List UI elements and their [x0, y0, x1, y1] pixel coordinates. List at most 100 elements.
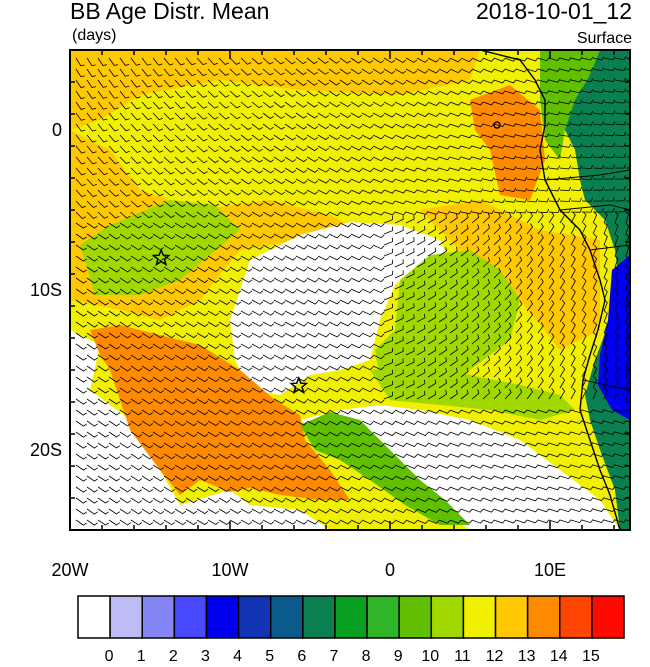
wind-barb [86, 189, 98, 198]
wind-barb [185, 222, 198, 229]
wind-barb [361, 310, 374, 316]
wind-barb [416, 409, 429, 414]
wind-barb [119, 156, 131, 164]
wind-barb [339, 387, 352, 393]
wind-barb [460, 323, 469, 334]
wind-barb [328, 431, 341, 437]
wind-barb [383, 369, 393, 378]
wind-barb [537, 431, 550, 436]
wind-barb [504, 245, 512, 257]
wind-barb [75, 233, 87, 240]
wind-barb [592, 409, 605, 413]
wind-barb [108, 178, 120, 186]
wind-barb [284, 156, 297, 163]
wind-barb [141, 519, 154, 526]
wind-barb [438, 210, 451, 215]
wind-barb [284, 79, 296, 87]
wind-barb [218, 475, 231, 481]
wind-barb [130, 123, 141, 132]
wind-barb [526, 377, 533, 389]
wind-barb [262, 332, 275, 338]
wind-barb [416, 236, 426, 246]
wind-barb [460, 290, 469, 301]
wind-barb [229, 255, 242, 261]
wind-barb [449, 464, 462, 469]
wind-barb [493, 245, 501, 257]
wind-barb [339, 222, 352, 228]
wind-barb [361, 497, 374, 503]
wind-barb [526, 154, 539, 160]
wind-barb [229, 486, 242, 492]
wind-barb [537, 234, 544, 246]
wind-barb [438, 79, 451, 85]
wind-barb [394, 420, 407, 426]
wind-barb [548, 57, 561, 62]
wind-barb [218, 277, 231, 283]
wind-barb [405, 57, 418, 63]
wind-barb [581, 277, 587, 290]
wind-barb [262, 497, 275, 503]
wind-barb [218, 244, 231, 250]
wind-barb [229, 442, 242, 448]
colorbar-label: 12 [485, 648, 504, 665]
wind-barb [141, 310, 154, 317]
wind-barb [625, 211, 630, 224]
wind-barb [284, 101, 296, 108]
wind-barb [449, 134, 462, 139]
colorbar-label: 0 [104, 648, 114, 665]
wind-barb [240, 442, 253, 448]
wind-barb [207, 508, 220, 514]
wind-barb [273, 178, 286, 185]
wind-barb [229, 123, 241, 131]
wind-barb [394, 508, 407, 514]
wind-barb [515, 486, 528, 491]
wind-barb [548, 288, 555, 301]
wind-barb [350, 101, 363, 108]
wind-barb [163, 310, 176, 317]
wind-barb [262, 387, 275, 393]
wind-barb [625, 365, 630, 378]
wind-barb [405, 347, 415, 356]
wind-barb [86, 475, 98, 482]
wind-barb [207, 288, 220, 294]
wind-barb [284, 123, 296, 130]
wind-barb [471, 345, 480, 356]
wind-barb [317, 354, 330, 360]
wind-barb [174, 255, 187, 262]
wind-barb [603, 365, 608, 378]
wind-barb [97, 497, 109, 504]
wind-barb [405, 90, 418, 96]
wind-barb [482, 442, 495, 447]
wind-barb [273, 354, 286, 360]
wind-barb [548, 266, 555, 279]
wind-barb [97, 266, 109, 273]
wind-barb [438, 145, 451, 150]
wind-barb [438, 453, 451, 458]
wind-barb [504, 442, 517, 447]
wind-barb [218, 310, 231, 316]
wind-barb [229, 200, 242, 207]
wind-barb [141, 486, 154, 493]
wind-barb [207, 79, 219, 87]
colorbar-swatch [494, 595, 529, 639]
wind-barb [394, 101, 407, 107]
star-marker-1 [151, 247, 171, 267]
wind-barb [570, 175, 583, 181]
wind-barb [449, 312, 458, 323]
wind-barb [405, 112, 418, 118]
wind-barb [306, 376, 319, 382]
wind-barb [394, 325, 404, 334]
wind-barb [196, 508, 209, 515]
wind-barb [97, 145, 108, 154]
wind-barb [152, 266, 165, 273]
wind-barb [559, 332, 566, 345]
wind-barb [460, 519, 473, 524]
wind-barb [482, 246, 491, 257]
wind-barb [581, 255, 587, 268]
wind-barb [328, 387, 341, 393]
wind-barb [207, 321, 220, 327]
wind-barb [416, 101, 429, 107]
wind-barb [97, 178, 109, 187]
wind-barb [284, 431, 297, 437]
wind-barb [163, 486, 176, 493]
